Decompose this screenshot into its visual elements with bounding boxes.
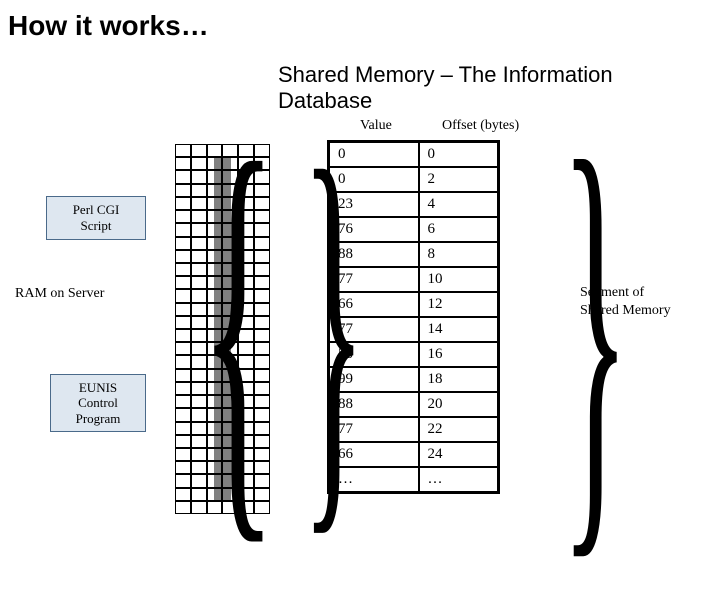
ram-cell (175, 329, 191, 342)
ram-cell (175, 237, 191, 250)
perl-cgi-box: Perl CGI Script (46, 196, 146, 240)
offset-cell: 10 (419, 267, 499, 292)
ram-cell (175, 382, 191, 395)
offset-cell: 14 (419, 317, 499, 342)
page-title: How it works… (8, 10, 209, 42)
perl-line2: Script (80, 218, 111, 233)
offset-cell: 0 (419, 142, 499, 168)
ram-cell (175, 250, 191, 263)
ram-cell (175, 395, 191, 408)
ram-cell (175, 289, 191, 302)
ram-cell (175, 210, 191, 223)
offset-cell: 22 (419, 417, 499, 442)
ram-cell (175, 501, 191, 514)
ram-cell (175, 144, 191, 157)
header-offset: Offset (bytes) (442, 118, 519, 134)
brace-ram: { (200, 140, 277, 510)
ram-cell (175, 422, 191, 435)
offset-cell: 12 (419, 292, 499, 317)
offset-cell: … (419, 467, 499, 493)
segment-label-line2: Shared Memory (580, 303, 671, 318)
eunis-line3: Program (76, 411, 121, 426)
brace-shared-memory: } (302, 154, 365, 500)
brace-segment: } (561, 140, 630, 520)
ram-cell (175, 223, 191, 236)
eunis-line1: EUNIS (79, 380, 117, 395)
ram-cell (175, 435, 191, 448)
offset-cell: 8 (419, 242, 499, 267)
ram-cell (175, 157, 191, 170)
ram-cell (175, 448, 191, 461)
offset-cell: 24 (419, 442, 499, 467)
offset-cell: 4 (419, 192, 499, 217)
ram-cell (175, 474, 191, 487)
segment-label-line1: Segment of (580, 285, 644, 300)
offset-cell: 18 (419, 367, 499, 392)
offset-cell: 2 (419, 167, 499, 192)
ram-cell (175, 303, 191, 316)
ram-label: RAM on Server (15, 286, 104, 302)
offset-cell: 20 (419, 392, 499, 417)
ram-cell (175, 408, 191, 421)
eunis-line2: Control (78, 395, 118, 410)
ram-cell (175, 342, 191, 355)
perl-line1: Perl CGI (73, 202, 120, 217)
ram-cell (175, 170, 191, 183)
ram-cell (175, 355, 191, 368)
offset-cell: 6 (419, 217, 499, 242)
ram-cell (175, 316, 191, 329)
ram-cell (175, 276, 191, 289)
ram-cell (175, 461, 191, 474)
ram-cell (175, 184, 191, 197)
ram-cell (175, 197, 191, 210)
ram-cell (175, 488, 191, 501)
eunis-box: EUNIS Control Program (50, 374, 146, 432)
segment-label: Segment of Shared Memory (580, 284, 700, 320)
ram-cell (175, 369, 191, 382)
offset-cell: 16 (419, 342, 499, 367)
ram-cell (175, 263, 191, 276)
